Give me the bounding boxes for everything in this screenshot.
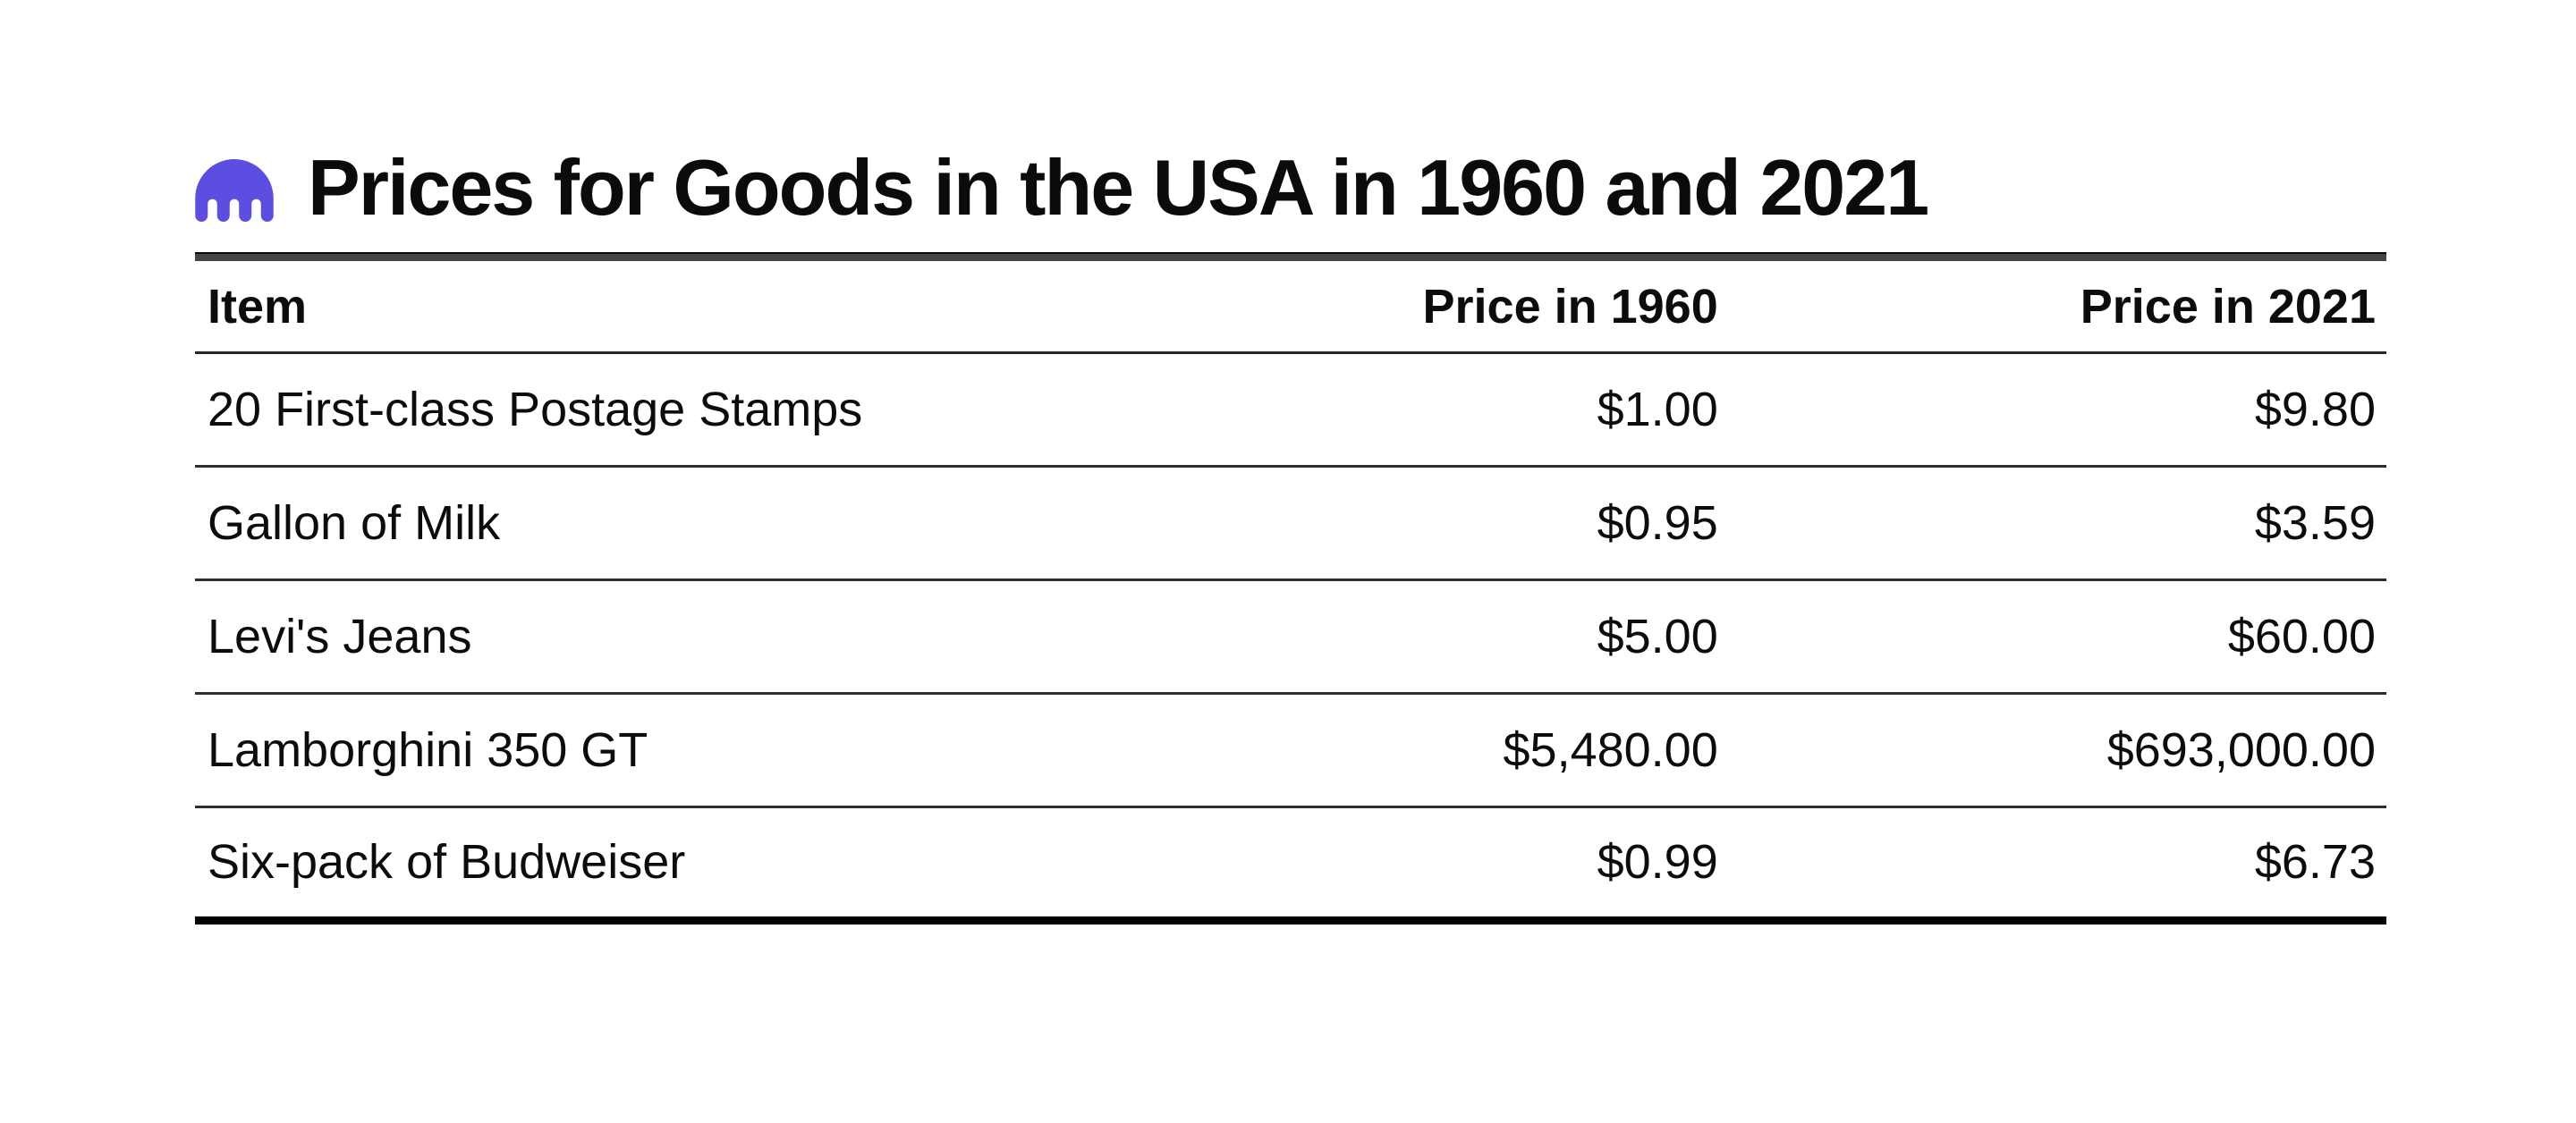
column-header-price-2021: Price in 2021 bbox=[2080, 279, 2376, 334]
price-1960-cell: $0.95 bbox=[1597, 495, 1718, 550]
table-row: Six-pack of Budweiser $0.99 $6.73 bbox=[195, 806, 2386, 921]
column-header-item: Item bbox=[208, 279, 308, 334]
price-2021-cell: $60.00 bbox=[2227, 609, 2376, 663]
item-cell: Levi's Jeans bbox=[208, 609, 472, 663]
table-row: Lamborghini 350 GT $5,480.00 $693,000.00 bbox=[195, 693, 2386, 807]
table-row: Gallon of Milk $0.95 $3.59 bbox=[195, 466, 2386, 580]
price-2021-cell: $3.59 bbox=[2254, 495, 2376, 550]
item-cell: Gallon of Milk bbox=[208, 495, 501, 550]
price-1960-cell: $5,480.00 bbox=[1503, 722, 1718, 777]
table-header-row: Item Price in 1960 Price in 2021 bbox=[195, 261, 2386, 353]
price-2021-cell: $693,000.00 bbox=[2106, 722, 2376, 777]
document-body: Prices for Goods in the USA in 1960 and … bbox=[195, 143, 2386, 925]
title-divider bbox=[195, 252, 2386, 262]
price-1960-cell: $0.99 bbox=[1597, 835, 1718, 890]
item-cell: Lamborghini 350 GT bbox=[208, 722, 648, 777]
price-1960-cell: $5.00 bbox=[1597, 609, 1718, 663]
column-header-price-1960: Price in 1960 bbox=[1422, 279, 1718, 334]
table-row: 20 First-class Postage Stamps $1.00 $9.8… bbox=[195, 352, 2386, 467]
kraken-logo-icon bbox=[195, 159, 274, 223]
price-2021-cell: $6.73 bbox=[2254, 835, 2376, 890]
price-2021-cell: $9.80 bbox=[2254, 382, 2376, 436]
table-row: Levi's Jeans $5.00 $60.00 bbox=[195, 579, 2386, 694]
price-1960-cell: $1.00 bbox=[1597, 382, 1718, 436]
prices-table: Item Price in 1960 Price in 2021 20 Firs… bbox=[195, 261, 2386, 925]
page-header: Prices for Goods in the USA in 1960 and … bbox=[195, 143, 2386, 232]
item-cell: 20 First-class Postage Stamps bbox=[208, 382, 863, 436]
item-cell: Six-pack of Budweiser bbox=[208, 835, 686, 890]
page-title: Prices for Goods in the USA in 1960 and … bbox=[308, 143, 1929, 232]
